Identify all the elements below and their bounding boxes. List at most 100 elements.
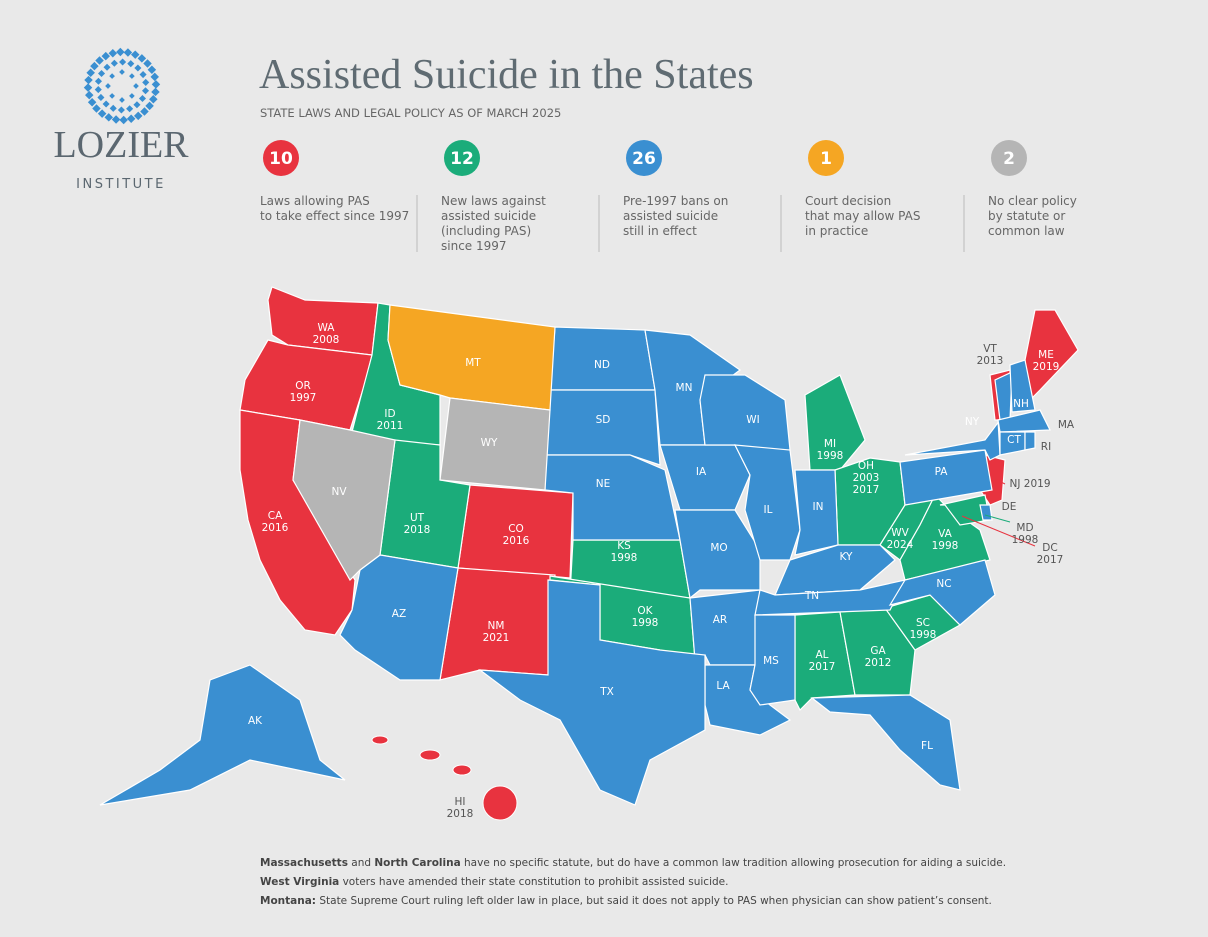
- logo-mark: [143, 59, 152, 68]
- state-year: 1997: [290, 392, 317, 404]
- logo-mark: [137, 54, 147, 63]
- state-label: MT: [465, 357, 481, 369]
- logo-mark: [119, 58, 127, 66]
- state-label: WY: [481, 437, 498, 449]
- logo-mark: [119, 115, 128, 125]
- state-label: IA: [696, 466, 707, 478]
- state-year: 2018: [404, 524, 431, 536]
- logo-mark: [105, 83, 111, 89]
- state-year: 1998: [632, 617, 659, 629]
- state-label: NE: [596, 478, 611, 490]
- note: Massachusetts and North Carolina have no…: [260, 857, 1006, 869]
- state-label: MA: [1058, 419, 1075, 431]
- state-label: AR: [713, 614, 727, 626]
- stat-text: to take effect since 1997: [260, 209, 409, 223]
- logo-mark: [116, 47, 125, 57]
- state-label: ND: [594, 359, 610, 371]
- state-year: 1998: [611, 552, 638, 564]
- state-shape: [810, 694, 961, 791]
- stat-text: New laws against: [441, 194, 546, 208]
- logo-mark: [109, 104, 117, 112]
- logo-mark: [142, 78, 150, 86]
- logo-mark: [134, 64, 142, 72]
- stat-text: (including PAS): [441, 224, 531, 238]
- logo-mark: [97, 69, 106, 78]
- logo-mark: [109, 73, 115, 79]
- logo-mark: [130, 50, 140, 59]
- state-label: RI: [1041, 441, 1051, 453]
- state-label: IL: [764, 504, 773, 516]
- stat-number: 1: [820, 149, 832, 169]
- state-year: 2012: [865, 657, 892, 669]
- logo-mark: [111, 115, 121, 124]
- state-label: NV: [331, 486, 347, 498]
- state-shape: [292, 419, 396, 581]
- logo-mark: [119, 97, 125, 103]
- logo-mark: [133, 111, 143, 121]
- state-year: 2016: [262, 522, 289, 534]
- logo-mark: [109, 93, 115, 99]
- logo-mark: [104, 113, 114, 122]
- stat-text: assisted suicide: [441, 209, 536, 223]
- logo: [83, 47, 161, 125]
- state-label: SC: [916, 617, 930, 629]
- note-part: have no specific statute, but do have a …: [461, 857, 1006, 869]
- state-label: ID: [384, 408, 395, 420]
- logo-name: LOZIER: [53, 124, 189, 166]
- logo-mark: [95, 56, 104, 65]
- state-label: TN: [804, 590, 819, 602]
- stat-text: since 1997: [441, 239, 507, 253]
- state-year: 2018: [447, 808, 474, 820]
- logo-mark: [87, 97, 97, 107]
- leader: [961, 515, 1036, 547]
- stat-text: assisted suicide: [623, 209, 718, 223]
- note-part: North Carolina: [374, 857, 460, 869]
- stat-text: Pre-1997 bans on: [623, 194, 728, 208]
- state-label: GA: [870, 645, 886, 657]
- note: West Virginia voters have amended their …: [260, 876, 728, 888]
- logo-mark: [123, 48, 133, 57]
- stat-badge: [808, 140, 844, 176]
- state-year: 2011: [377, 420, 404, 432]
- state-year: 2021: [483, 632, 510, 644]
- state-label: MO: [710, 542, 727, 554]
- stat-number: 2: [1003, 149, 1015, 169]
- state-year: 2008: [313, 334, 340, 346]
- state-label: AL: [815, 649, 828, 661]
- map: [99, 286, 1079, 821]
- logo-mark: [151, 80, 161, 89]
- state-label: FL: [921, 740, 933, 752]
- stat-text: No clear policy: [988, 194, 1077, 208]
- logo-mark: [127, 60, 135, 68]
- state-shape: [239, 339, 373, 431]
- logo-mark: [84, 75, 93, 85]
- note-part: Montana:: [260, 895, 316, 907]
- state-label: VT: [983, 343, 997, 355]
- stat-text: still in effect: [623, 224, 697, 238]
- state-label: OH: [858, 460, 874, 472]
- state-shape: [689, 589, 761, 666]
- state-shape: [339, 554, 459, 681]
- logo-mark: [139, 70, 147, 79]
- state-shape: [1024, 431, 1036, 451]
- logo-mark: [126, 114, 136, 123]
- note-part: Massachusetts: [260, 857, 348, 869]
- logo-mark: [133, 83, 139, 89]
- state-year: 2003: [853, 472, 880, 484]
- stat-text: by statute or: [988, 209, 1065, 223]
- state-label: MD: [1016, 522, 1033, 534]
- logo-mark: [150, 72, 159, 82]
- state-year: 2024: [887, 539, 914, 551]
- state-label: MI: [824, 438, 836, 450]
- state-shape: [99, 664, 346, 806]
- logo-mark: [145, 101, 154, 111]
- state-label: DC: [1042, 542, 1057, 554]
- logo-mark: [94, 86, 102, 94]
- logo-mark: [108, 49, 118, 58]
